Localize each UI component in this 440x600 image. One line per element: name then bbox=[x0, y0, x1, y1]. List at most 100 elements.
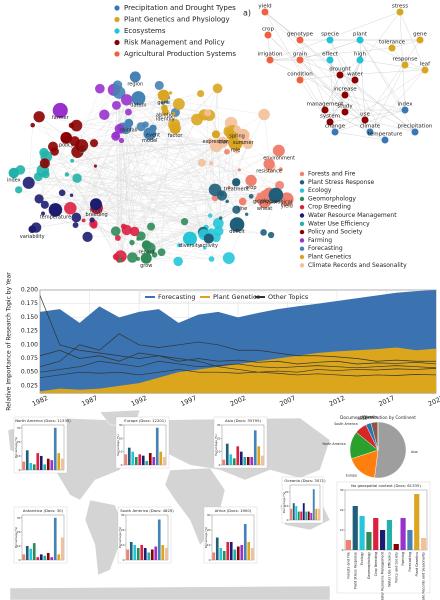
node-label: diversity bbox=[179, 243, 201, 249]
node-label: factor bbox=[168, 133, 184, 139]
edge bbox=[83, 99, 127, 221]
edge bbox=[117, 143, 249, 239]
edge bbox=[359, 39, 426, 71]
edge bbox=[299, 39, 361, 61]
bar bbox=[43, 464, 47, 470]
edge bbox=[173, 113, 223, 196]
edge bbox=[72, 160, 221, 219]
y-tick-label: 0 bbox=[121, 463, 123, 467]
mini-plot bbox=[221, 424, 265, 466]
x-tick-label: Climate Records and Seasonality bbox=[422, 552, 426, 600]
x-tick-label: Farming bbox=[401, 552, 405, 566]
bar bbox=[222, 459, 226, 465]
bar bbox=[46, 552, 50, 560]
node bbox=[121, 94, 133, 106]
y-tick-label: 0.025 bbox=[21, 382, 38, 389]
edge bbox=[28, 169, 240, 183]
edge bbox=[269, 47, 393, 61]
node bbox=[248, 193, 254, 199]
legend-marker bbox=[299, 205, 305, 210]
node bbox=[112, 253, 120, 261]
y-tick-label: 10 bbox=[121, 543, 125, 547]
node-label: wheat bbox=[257, 206, 272, 212]
edge bbox=[18, 189, 71, 209]
node bbox=[147, 222, 156, 231]
edge bbox=[204, 114, 278, 197]
node bbox=[157, 89, 170, 102]
node bbox=[296, 56, 304, 64]
node bbox=[69, 193, 74, 197]
legend-label: Water Resource Management bbox=[308, 212, 397, 219]
bar bbox=[295, 506, 298, 520]
bar bbox=[138, 454, 142, 465]
node-label: record bbox=[139, 249, 155, 255]
legend-marker bbox=[299, 221, 305, 226]
node bbox=[208, 256, 215, 262]
node bbox=[203, 109, 212, 117]
slice-label: Oceania bbox=[361, 415, 374, 419]
edge bbox=[141, 93, 201, 127]
edge bbox=[210, 140, 219, 224]
bar bbox=[310, 513, 313, 520]
bar bbox=[315, 508, 318, 520]
node-label: water bbox=[347, 72, 363, 78]
edge bbox=[329, 59, 336, 133]
node bbox=[39, 158, 50, 169]
edge bbox=[77, 178, 204, 235]
node bbox=[169, 122, 181, 135]
edge bbox=[229, 187, 260, 199]
edge bbox=[92, 219, 127, 231]
y-axis-label: Percentage (%) bbox=[14, 437, 18, 458]
y-tick-label: 0 bbox=[287, 518, 289, 522]
bar bbox=[159, 451, 163, 465]
edge bbox=[62, 105, 117, 193]
bar bbox=[229, 454, 233, 465]
bar bbox=[25, 450, 29, 470]
edge bbox=[329, 39, 356, 81]
node bbox=[121, 224, 132, 236]
y-axis-label: Percentage (%) bbox=[214, 434, 218, 455]
node-label: climate bbox=[360, 124, 381, 130]
node bbox=[151, 252, 158, 258]
edge bbox=[118, 214, 247, 261]
edge bbox=[81, 145, 240, 171]
panel-label: a) bbox=[243, 9, 251, 18]
node bbox=[388, 44, 396, 52]
node-label: system bbox=[320, 114, 340, 120]
edge bbox=[38, 127, 123, 199]
node bbox=[260, 229, 267, 236]
node-label: yield bbox=[281, 204, 293, 210]
bar bbox=[212, 552, 216, 560]
y-axis-label: Percentage (%) bbox=[116, 434, 120, 455]
bar bbox=[154, 546, 158, 560]
edge bbox=[329, 59, 346, 113]
edge bbox=[117, 150, 279, 239]
bar bbox=[253, 430, 257, 465]
bar bbox=[161, 545, 165, 560]
node bbox=[114, 235, 121, 241]
node bbox=[172, 98, 185, 110]
node bbox=[41, 170, 50, 179]
legend-marker bbox=[299, 213, 305, 218]
edge bbox=[369, 69, 426, 133]
legend-label: Forecasting bbox=[158, 293, 196, 301]
node-label: change bbox=[325, 124, 346, 130]
node bbox=[341, 108, 349, 116]
y-tick-label: 0 bbox=[123, 558, 125, 562]
edge bbox=[38, 176, 216, 199]
bar bbox=[307, 511, 310, 520]
slice-label: Antarctica bbox=[362, 415, 378, 419]
x-tick-label: 2017 bbox=[377, 394, 395, 408]
edge bbox=[119, 128, 135, 232]
edge bbox=[46, 156, 204, 235]
edge bbox=[161, 252, 212, 260]
node-label: region bbox=[127, 81, 143, 87]
edge bbox=[62, 192, 94, 224]
node bbox=[41, 211, 46, 216]
node bbox=[8, 167, 20, 179]
y-tick-label: 20 bbox=[17, 530, 21, 534]
edge bbox=[132, 257, 179, 262]
edge bbox=[93, 223, 118, 239]
edge bbox=[104, 93, 201, 115]
edge bbox=[123, 142, 223, 227]
